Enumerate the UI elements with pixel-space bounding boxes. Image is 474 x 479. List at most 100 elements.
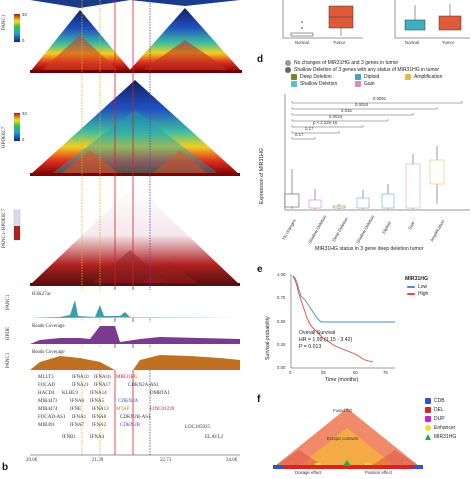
color-scale-2 bbox=[14, 113, 20, 141]
schematic-legend-item: CDB bbox=[425, 398, 445, 404]
panel-letter-f: f bbox=[257, 394, 261, 405]
track-h3k27ac bbox=[30, 290, 240, 318]
schematic-legend-item: DUP bbox=[425, 416, 445, 422]
legend-item: Shallow Deletion bbox=[291, 81, 337, 87]
km-xtick: 0 bbox=[289, 370, 292, 375]
km-xlabel: Time (months) bbox=[325, 377, 359, 383]
gene-label: IFNA2 bbox=[92, 423, 107, 428]
gene-label: MIR4473 bbox=[38, 399, 58, 404]
pvalue: 0.015 bbox=[341, 108, 352, 113]
gene-label: ELAVL2 bbox=[205, 435, 224, 440]
gene-label: IFNA13 bbox=[92, 407, 109, 412]
color-scale-1 bbox=[14, 14, 20, 42]
panel-c-top: Normal Tumor Normal Tumor bbox=[255, 0, 474, 52]
gene-label: IFNA16 bbox=[94, 375, 111, 380]
gene-label: IFNA5 bbox=[90, 399, 105, 404]
category: Shallow Deletion bbox=[355, 214, 376, 245]
gene-label: MLLT3 bbox=[38, 375, 54, 380]
group-label: Normal bbox=[405, 40, 419, 45]
gene-label: CDKN2B bbox=[120, 423, 141, 428]
heatmap-diff bbox=[30, 185, 240, 286]
group-label: Tumor bbox=[442, 40, 455, 45]
km-ytick: 0.00 bbox=[277, 365, 286, 370]
km-curve-high bbox=[292, 275, 374, 363]
km-xtick: 50 bbox=[353, 370, 358, 375]
left-figure: PANC1 HPDE6C7 PANC1–HPDE6C7 33 0 33 0 H3… bbox=[2, 0, 242, 473]
track-label-1: H3K27ac bbox=[32, 292, 52, 297]
gene-label-mir31hg: MIR31HG bbox=[116, 375, 138, 380]
km-ytick: 1.00 bbox=[277, 272, 286, 277]
track-side-label-2: HPDE bbox=[6, 326, 11, 340]
legend-item: Deep Deletion bbox=[291, 74, 332, 80]
gene-label: IFNA17 bbox=[94, 383, 111, 388]
scale1-max: 33 bbox=[22, 12, 27, 17]
gene-label: FOCAD-AS1 bbox=[38, 415, 66, 420]
schematic-legend-item: MIR31HG bbox=[425, 434, 456, 440]
heatmap-label-2: HPDE6C7 bbox=[2, 126, 7, 148]
gene-label: HACD4 bbox=[38, 391, 55, 396]
gene-label: CDKN2B-AS1 bbox=[120, 415, 151, 420]
category: Diploid bbox=[381, 220, 392, 235]
panel-letter-b: b bbox=[2, 462, 9, 473]
km-ytick: 0.50 bbox=[277, 319, 286, 324]
schematic-legend-item: Enhancer bbox=[425, 425, 455, 431]
gene-label: FOCAD bbox=[38, 383, 55, 388]
km-xtick: 25 bbox=[321, 370, 326, 375]
schematic-title: Fused CD bbox=[333, 408, 353, 413]
panel-d-xlabel: MIR31HG status in 3 gene deep deletion t… bbox=[315, 246, 424, 252]
km-legend-title: MIR31HG bbox=[405, 276, 429, 282]
tad-schematic bbox=[273, 408, 423, 469]
axis-tick: 21.39 bbox=[92, 458, 104, 463]
gene-label: MTAP bbox=[116, 407, 130, 412]
km-ylabel: Survival probability bbox=[265, 316, 271, 360]
gene-label: IFNA14 bbox=[90, 391, 107, 396]
box-normal-2 bbox=[404, 19, 426, 31]
category: Deep Deletion bbox=[331, 216, 349, 243]
km-annotation: P = 0.013 bbox=[299, 344, 322, 350]
track-side-label-3: PANC1 bbox=[6, 352, 11, 368]
km-annotation: HR = 1.99 (1.15 - 3.42) bbox=[299, 337, 353, 343]
legend-item: Diploid bbox=[355, 74, 379, 80]
gene-label: DMRTA1 bbox=[150, 391, 170, 396]
panel-d-boxplot bbox=[284, 94, 470, 211]
gene-label: IFNA8 bbox=[92, 415, 107, 420]
gene-label: CDKN2A bbox=[118, 399, 139, 404]
gene-label: LINC01239 bbox=[150, 407, 175, 412]
scale2-max: 33 bbox=[22, 111, 27, 116]
pvalue: 0.17 bbox=[305, 126, 314, 131]
pvalue: 0.0091 bbox=[373, 96, 387, 101]
group-label: Normal bbox=[295, 40, 309, 45]
gene-label: IFNA4 bbox=[90, 435, 105, 440]
gene-label: CDKN2A-AS1 bbox=[128, 383, 159, 388]
pvalue: 0.17 bbox=[295, 132, 304, 137]
hic-heatmaps bbox=[13, 0, 242, 456]
scale1-min: 0 bbox=[22, 38, 25, 43]
scale2-min: 0 bbox=[22, 137, 25, 142]
gene-label: IFNA21 bbox=[72, 383, 89, 388]
gene-label: IFNA6 bbox=[70, 399, 85, 404]
legend-item: No changes of MIR31HG and 3 genes in tum… bbox=[285, 60, 398, 66]
track-side-label-1: PANC1 bbox=[6, 294, 11, 310]
km-annotation: Overall Survival bbox=[299, 330, 336, 336]
axis-tick: 22.73 bbox=[160, 458, 172, 463]
box-normal bbox=[290, 32, 314, 37]
panel-letter-d: d bbox=[257, 54, 264, 65]
box-tumor-2 bbox=[438, 15, 462, 31]
track-panc1-coverage bbox=[30, 348, 240, 370]
heatmap-hpde6c7 bbox=[30, 80, 240, 176]
gene-label: IFNA10 bbox=[72, 375, 89, 380]
panel-letter-e: e bbox=[257, 264, 263, 275]
km-legend-high: High bbox=[407, 291, 428, 297]
legend-item: Shallow Deletion of 3 genes with any sta… bbox=[285, 67, 439, 73]
axis-tick: 20.06 bbox=[26, 458, 38, 463]
panel-d: d No changes of MIR31HG and 3 genes in t… bbox=[255, 54, 474, 254]
km-ytick: 0.75 bbox=[277, 295, 286, 300]
pvalue: 0.0024 bbox=[355, 102, 369, 107]
legend-item: Amplification bbox=[405, 74, 442, 80]
panel-f: f Fused CD Ectopic contacts Dosage effec… bbox=[255, 390, 474, 475]
schematic-legend-item: DEL bbox=[425, 407, 444, 413]
schematic-position: Position effect bbox=[365, 470, 392, 475]
track-label-2: Reads Coverage bbox=[32, 324, 65, 329]
gene-label: IFNB1 bbox=[62, 435, 76, 440]
gene-label: MIR4474 bbox=[38, 407, 58, 412]
